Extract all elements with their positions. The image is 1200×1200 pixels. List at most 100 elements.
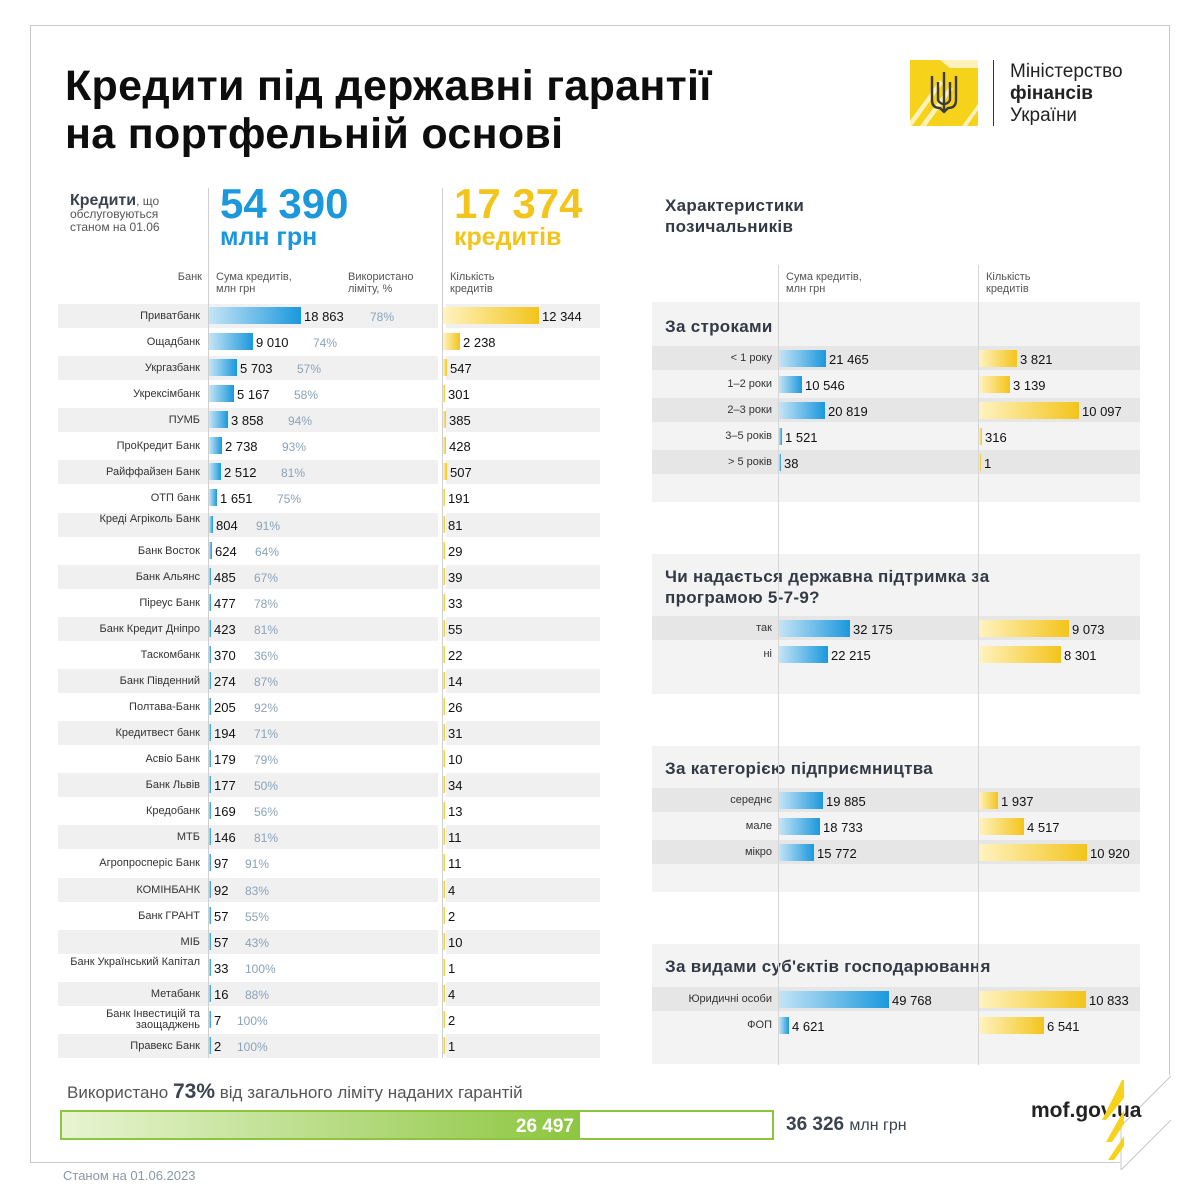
count-bar xyxy=(443,568,445,585)
sum-value: 4 621 xyxy=(792,1019,825,1034)
count-value: 29 xyxy=(448,544,463,559)
row-stripe xyxy=(58,825,438,849)
row-stripe xyxy=(58,878,438,902)
row-label: 1–2 роки xyxy=(727,378,772,390)
sum-bar xyxy=(209,516,213,533)
limit-used-label: 26 497 xyxy=(515,1116,574,1137)
count-value: 385 xyxy=(449,413,471,428)
row-stripe xyxy=(446,721,600,745)
count-value: 2 238 xyxy=(463,335,496,350)
count-value: 10 833 xyxy=(1089,993,1129,1008)
sum-value: 1 521 xyxy=(785,430,818,445)
row-label: середнє xyxy=(730,794,772,806)
used-percent: 88% xyxy=(245,988,270,1002)
used-percent: 50% xyxy=(254,779,279,793)
count-bar xyxy=(979,844,1087,861)
summary-label-rest-2: обслуговуються xyxy=(70,207,159,221)
count-bar xyxy=(979,428,982,445)
sum-bar xyxy=(209,698,211,715)
yellow-stripes-icon xyxy=(1102,1080,1124,1160)
used-percent: 83% xyxy=(245,884,270,898)
sum-bar xyxy=(209,985,211,1002)
bank-name: Банк Кредит Дніпро xyxy=(99,623,201,635)
row-stripe xyxy=(58,408,438,432)
count-bar xyxy=(443,959,445,976)
sum-bar xyxy=(779,792,823,809)
sum-bar xyxy=(209,568,211,585)
section-title: Чи надається державна підтримка за прогр… xyxy=(665,567,990,607)
count-bar xyxy=(443,411,446,428)
bank-name: Асвіо Банк xyxy=(145,753,200,765)
row-label: 2–3 роки xyxy=(727,404,772,416)
used-percent: 78% xyxy=(254,597,279,611)
sum-bar xyxy=(209,385,234,402)
sum-bar xyxy=(209,802,211,819)
site-link[interactable]: mof.gov.ua xyxy=(1031,1099,1142,1122)
sum-value: 7 xyxy=(214,1013,222,1028)
ministry-line-2: фінансів xyxy=(1010,83,1093,104)
count-value: 4 517 xyxy=(1027,820,1060,835)
bank-name: Укрексімбанк xyxy=(133,388,200,400)
count-bar xyxy=(443,516,445,533)
row-stripe xyxy=(58,669,438,693)
sum-value: 205 xyxy=(214,700,236,715)
count-bar xyxy=(443,933,445,950)
limit-total-label: 36 326 млн грн xyxy=(786,1114,907,1135)
count-value: 33 xyxy=(448,596,463,611)
count-bar xyxy=(979,646,1061,663)
row-stripe xyxy=(446,513,600,537)
sum-bar xyxy=(779,428,782,445)
left-divider-2 xyxy=(442,188,443,1058)
used-percent: 81% xyxy=(254,623,279,637)
count-bar xyxy=(443,1011,445,1028)
used-percent: 92% xyxy=(254,701,279,715)
count-value: 1 xyxy=(448,1039,456,1054)
row-stripe xyxy=(58,773,438,797)
section-row-bg xyxy=(652,788,1140,812)
right-divider-1 xyxy=(778,265,779,1065)
count-bar xyxy=(443,828,445,845)
count-bar xyxy=(443,985,445,1002)
sum-value: 32 175 xyxy=(853,622,893,637)
sum-value: 2 512 xyxy=(224,465,257,480)
sum-bar xyxy=(209,828,211,845)
sum-bar xyxy=(209,437,222,454)
bank-name: ОТП банк xyxy=(150,492,200,504)
count-bar xyxy=(443,1037,445,1054)
used-percent: 94% xyxy=(288,414,313,428)
sum-value: 169 xyxy=(214,804,236,819)
right-panel-title: Характеристики позичальників xyxy=(665,196,805,236)
sum-bar xyxy=(779,454,781,471)
limit-bar-used: 26 497 xyxy=(62,1112,580,1138)
footer-date: Станом на 01.06.2023 xyxy=(63,1168,196,1183)
count-bar xyxy=(443,750,445,767)
count-value: 8 301 xyxy=(1064,648,1097,663)
sum-bar xyxy=(779,991,889,1008)
used-percent: 36% xyxy=(254,649,279,663)
count-value: 11 xyxy=(448,830,462,845)
count-bar xyxy=(979,350,1017,367)
count-bar xyxy=(443,672,445,689)
bank-name: Піреус Банк xyxy=(139,597,200,609)
bank-name: МІБ xyxy=(180,936,200,948)
sum-bar xyxy=(209,463,221,480)
sum-bar xyxy=(209,907,211,924)
section-row-bg xyxy=(652,814,1140,838)
sum-bar xyxy=(209,881,211,898)
count-bar xyxy=(443,646,445,663)
row-label: мікро xyxy=(744,846,772,858)
sum-bar xyxy=(779,402,825,419)
count-value: 2 xyxy=(448,909,456,924)
sum-value: 624 xyxy=(215,544,237,559)
count-value: 316 xyxy=(985,430,1007,445)
count-bar xyxy=(443,307,539,324)
bank-name: Райффайзен Банк xyxy=(106,466,200,478)
summary-label-rest-3: станом на 01.06 xyxy=(70,220,160,234)
used-percent: 87% xyxy=(254,675,279,689)
bank-name: Агропросперіс Банк xyxy=(99,857,200,869)
bank-name: Банк Альянс xyxy=(135,571,200,583)
col-sum-header: Сума кредитів, млн грн xyxy=(216,271,292,295)
sum-value: 5 167 xyxy=(237,387,270,402)
used-percent: 79% xyxy=(254,753,279,767)
row-label: ФОП xyxy=(747,1019,772,1031)
